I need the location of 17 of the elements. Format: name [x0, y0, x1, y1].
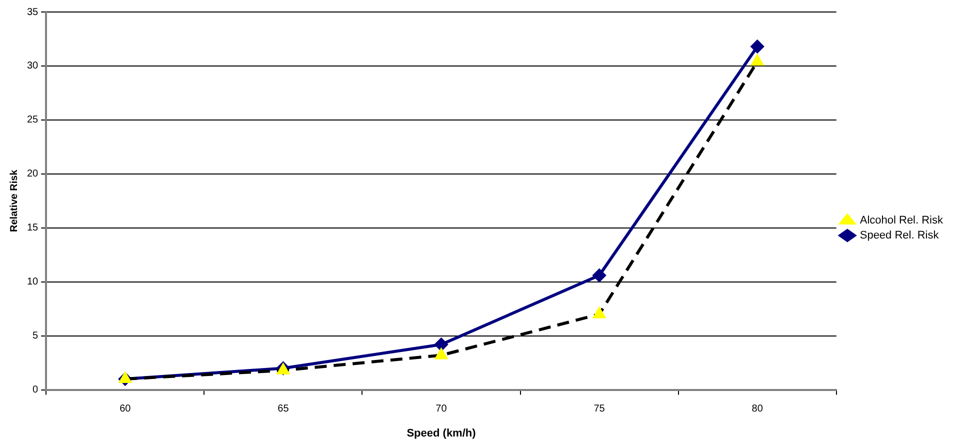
- y-tick-label: 15: [27, 222, 39, 234]
- x-tick-label: 80: [752, 404, 764, 415]
- x-tick-label: 65: [278, 404, 290, 415]
- y-tick-label: 30: [27, 60, 39, 72]
- x-tick-label: 70: [436, 404, 448, 415]
- x-tick-label: 60: [120, 404, 132, 415]
- legend-label: Alcohol Rel. Risk: [860, 214, 944, 227]
- y-tick-label: 0: [32, 384, 39, 396]
- y-tick-label: 25: [27, 114, 39, 126]
- legend-label: Speed Rel. Risk: [860, 230, 940, 242]
- y-axis-title: Relative Risk: [8, 169, 20, 232]
- x-tick-label: 75: [594, 404, 606, 415]
- y-tick-label: 20: [27, 168, 39, 180]
- y-tick-label: 10: [27, 276, 39, 288]
- y-tick-label: 5: [32, 330, 39, 342]
- y-tick-label: 35: [27, 6, 39, 18]
- x-axis-title: Speed (km/h): [406, 427, 476, 440]
